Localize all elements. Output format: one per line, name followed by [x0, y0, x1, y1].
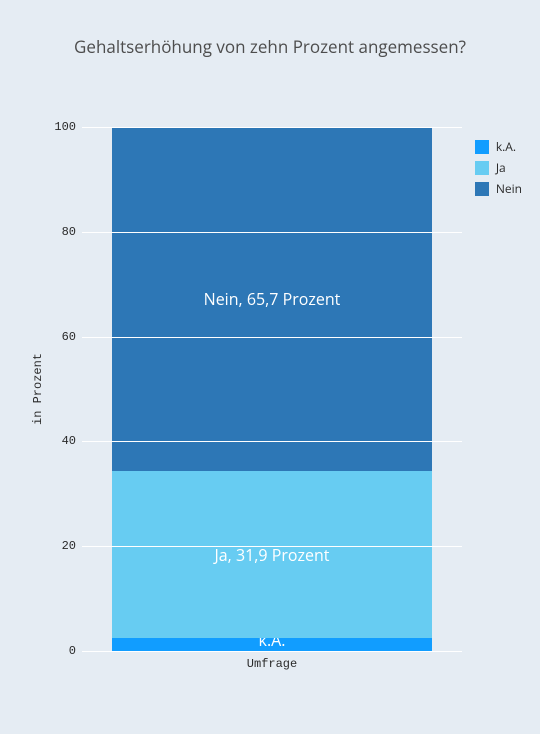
- gridline: [82, 232, 462, 233]
- y-tick-label: 60: [62, 330, 82, 344]
- chart-container: Gehaltserhöhung von zehn Prozent angemes…: [0, 0, 540, 734]
- gridline: [82, 127, 462, 128]
- y-tick-label: 80: [62, 225, 82, 239]
- bar-segment-ka: k.A.: [112, 638, 432, 651]
- legend-swatch-icon: [475, 161, 489, 175]
- legend-swatch-icon: [475, 182, 489, 196]
- y-tick-label: 100: [54, 120, 82, 134]
- plot-area: k.A.Ja, 31,9 ProzentNein, 65,7 Prozent U…: [82, 127, 462, 651]
- legend-label: k.A.: [496, 138, 516, 155]
- chart-title: Gehaltserhöhung von zehn Prozent angemes…: [0, 35, 540, 58]
- y-tick-label: 0: [69, 644, 82, 658]
- bar-group: k.A.Ja, 31,9 ProzentNein, 65,7 Prozent: [112, 127, 432, 651]
- y-axis-label: in Prozent: [31, 353, 45, 425]
- bar-segment-ja: Ja, 31,9 Prozent: [112, 471, 432, 638]
- legend-swatch-icon: [475, 140, 489, 154]
- gridline: [82, 651, 462, 652]
- legend-label: Ja: [496, 159, 506, 176]
- legend-item-ja[interactable]: Ja: [475, 159, 522, 176]
- x-tick-label: Umfrage: [247, 651, 297, 671]
- gridline: [82, 441, 462, 442]
- legend: k.A. Ja Nein: [475, 138, 522, 201]
- legend-item-nein[interactable]: Nein: [475, 180, 522, 197]
- gridline: [82, 337, 462, 338]
- y-tick-label: 20: [62, 539, 82, 553]
- gridline: [82, 546, 462, 547]
- bar-segment-nein: Nein, 65,7 Prozent: [112, 127, 432, 471]
- legend-label: Nein: [496, 180, 522, 197]
- legend-item-ka[interactable]: k.A.: [475, 138, 522, 155]
- y-tick-label: 40: [62, 434, 82, 448]
